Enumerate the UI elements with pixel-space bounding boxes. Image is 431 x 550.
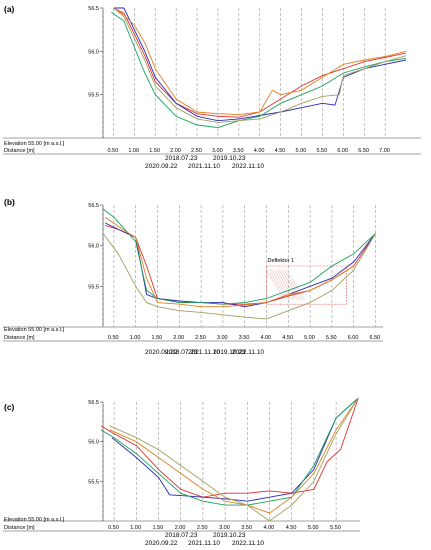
series-line-2020.09.22 [102,208,376,305]
x-tick-label: 1.50 [152,335,163,341]
distance-label: Distance [m] [4,148,35,154]
y-tick-label: 56.5 [88,6,99,12]
series-line-2020.09.22 [100,397,359,506]
x-tick-label: 2.00 [175,525,186,531]
series-line-2019.10.23 [111,397,359,502]
x-tick-label: 1.50 [149,148,160,154]
legend-entry: 2022.11.10 [232,163,264,170]
elevation-label: Elevation 55.00 [m a.s.l.] [4,327,65,333]
x-tick-label: 1.00 [130,335,141,341]
legend-entry: 2020.09.22 [145,540,178,547]
legend-entry: 2019.10.23 [213,532,246,539]
elevation-label: Elevation 55.00 [m a.s.l.] [4,517,65,523]
series-line-2022.11.10 [109,397,359,522]
x-tick-label: 1.00 [130,525,141,531]
legend-entry: 2021.11.10 [188,540,220,547]
x-tick-label: 5.00 [304,335,315,341]
series-line-2021.11.10 [113,7,407,116]
x-tick-label: 5.00 [296,148,307,154]
distance-label: Distance [m] [4,335,35,341]
x-tick-label: 6.50 [358,148,369,154]
series-line-2022.11.10 [113,7,407,123]
deflector-hatch [266,269,285,301]
x-tick-label: 3.50 [241,525,252,531]
legend-entry: 2021.11.10 [188,349,220,356]
legend-entry: 2020.09.22 [145,349,178,356]
x-tick-label: 6.00 [348,335,359,341]
series-line-2021.11.10 [109,397,359,514]
x-tick-label: 3.00 [212,148,223,154]
x-tick-label: 3.00 [217,335,228,341]
x-tick-label: 4.50 [275,148,286,154]
y-tick-label: 56.0 [88,49,99,55]
legend-entry: 2018.07.23 [165,532,198,539]
deflector-hatch [286,269,305,301]
deflector-hatch [283,269,303,301]
x-tick-label: 6.50 [370,335,381,341]
x-tick-label: 2.50 [195,335,206,341]
legend-entry: 2018.07.23 [165,155,198,162]
x-tick-label: 4.00 [261,335,272,341]
series-line-2022.11.10 [102,233,376,320]
deflector-hatch [281,269,300,301]
x-tick-label: 4.00 [264,525,275,531]
panel-label: (c) [4,402,15,412]
series-line-2019.10.23 [113,7,407,122]
legend-entry: 2020.09.22 [145,163,178,170]
series-line-2021.11.10 [104,216,354,308]
x-tick-label: 0.50 [108,525,119,531]
deflector-box [266,265,347,305]
x-tick-label: 2.00 [170,148,181,154]
x-tick-label: 1.50 [153,525,164,531]
legend-entry: 2019.10.23 [213,349,246,356]
x-tick-label: 2.50 [197,525,208,531]
legend-entry: 2018.07.23 [165,349,198,356]
y-tick-label: 55.5 [88,479,99,485]
deflector-label: Deflektor 1 [268,258,295,264]
series-line-2018.07.23 [113,7,407,118]
x-tick-label: 0.50 [107,148,118,154]
panel-label: (a) [4,4,15,14]
y-tick-label: 55.5 [88,93,99,99]
elevation-label: Elevation 55.00 [m a.s.l.] [4,141,65,147]
x-tick-label: 1.00 [128,148,139,154]
legend-entry: 2022.11.10 [232,349,264,356]
y-tick-label: 56.0 [88,244,99,250]
x-tick-label: 6.00 [337,148,348,154]
x-tick-label: 3.00 [219,525,230,531]
x-tick-label: 4.00 [254,148,265,154]
y-tick-label: 56.5 [88,400,99,406]
x-tick-label: 2.50 [191,148,202,154]
x-tick-label: 5.50 [326,335,337,341]
deflector-hatch [273,269,293,301]
x-tick-label: 5.00 [308,525,319,531]
x-tick-label: 4.50 [286,525,297,531]
y-tick-label: 55.5 [88,284,99,290]
legend-entry: 2019.10.23 [213,155,246,162]
legend-entry: 2021.11.10 [188,163,220,170]
series-line-2018.07.23 [100,397,359,498]
y-tick-label: 56.5 [88,203,99,209]
x-tick-label: 2.00 [173,335,184,341]
x-tick-label: 4.50 [282,335,293,341]
x-tick-label: 3.50 [233,148,244,154]
x-tick-label: 3.50 [239,335,250,341]
panel-label: (b) [4,197,15,207]
y-tick-label: 56.0 [88,440,99,446]
x-tick-label: 5.50 [316,148,327,154]
legend-entry: 2022.11.10 [232,540,264,547]
x-tick-label: 5.50 [330,525,341,531]
x-tick-label: 7.00 [379,148,390,154]
distance-label: Distance [m] [4,525,35,531]
deflector-hatch [268,269,288,301]
x-tick-label: 0.50 [108,335,119,341]
